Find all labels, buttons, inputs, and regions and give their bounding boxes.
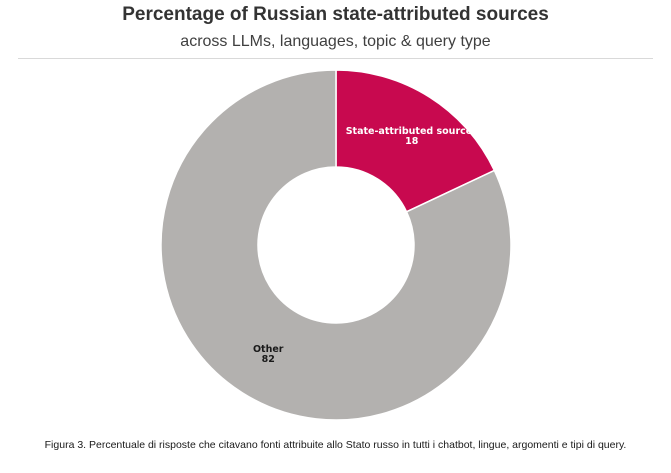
slice-label-other: Other	[253, 344, 284, 355]
slice-other	[160, 69, 512, 421]
slice-label-state-attributed-sources: State-attributed sources	[346, 126, 479, 137]
chart-subtitle: across LLMs, languages, topic & query ty…	[180, 33, 491, 50]
chart-title: Percentage of Russian state-attributed s…	[122, 4, 549, 25]
title-divider	[18, 58, 653, 59]
slice-value-other: 82	[262, 354, 275, 365]
slice-state-attributed-sources	[335, 69, 496, 213]
figure-caption: Figura 3. Percentuale di risposte che ci…	[44, 439, 627, 451]
chart-area: Percentage of Russian state-attributed s…	[18, 4, 653, 421]
slice-value-state-attributed-sources: 18	[405, 136, 419, 147]
